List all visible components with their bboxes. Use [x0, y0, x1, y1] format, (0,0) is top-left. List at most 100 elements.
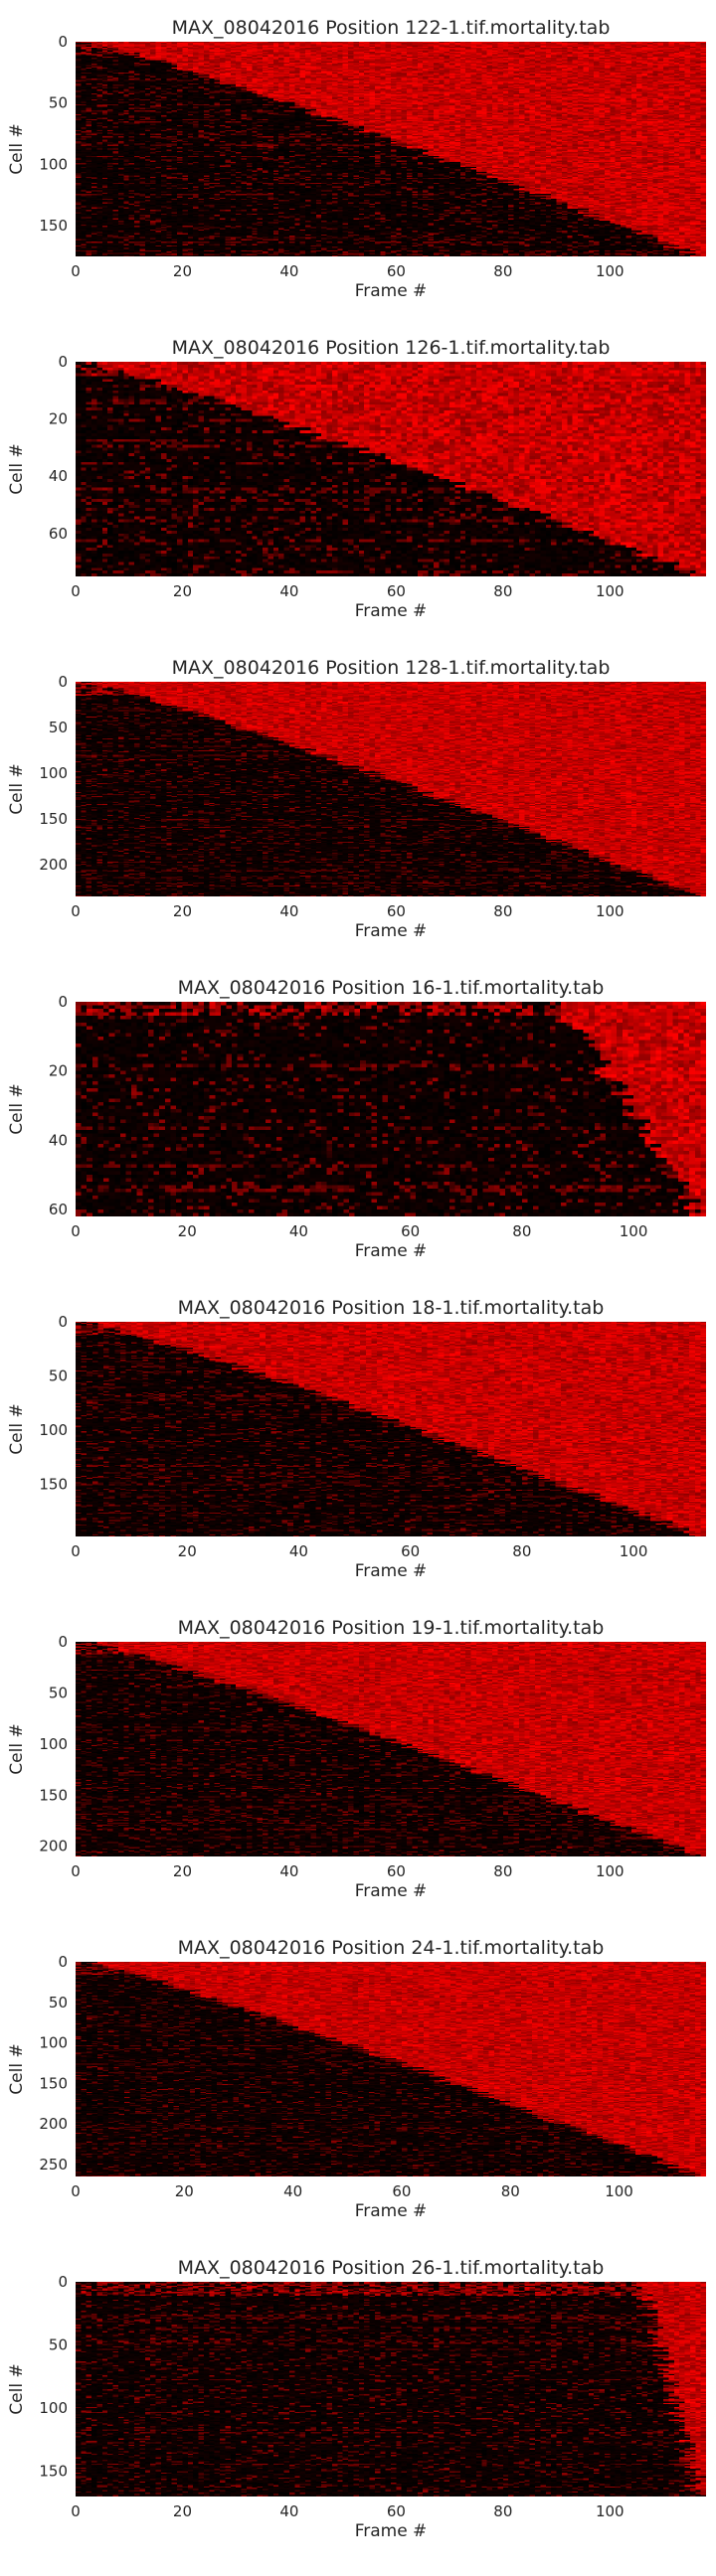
heatmap-cells — [76, 1322, 706, 1536]
y-tick-label: 50 — [49, 1368, 68, 1385]
y-tick-label: 100 — [39, 2399, 68, 2417]
x-tick-label: 20 — [173, 902, 192, 920]
x-tick-label: 0 — [71, 262, 81, 280]
heatmap-cells — [76, 42, 706, 256]
y-tick-label: 40 — [49, 467, 68, 485]
x-tick-label: 20 — [173, 1862, 192, 1880]
x-tick-label: 60 — [387, 262, 406, 280]
y-tick-label: 250 — [39, 2156, 68, 2174]
x-axis-label: Frame # — [355, 1561, 428, 1581]
chart-title: MAX_08042016 Position 24-1.tif.mortality… — [178, 1937, 605, 1959]
y-tick-label: 200 — [39, 856, 68, 874]
y-tick-label: 50 — [49, 94, 68, 112]
y-tick-label: 20 — [49, 1062, 68, 1080]
y-tick-label: 50 — [49, 1994, 68, 2012]
x-axis-label: Frame # — [355, 921, 428, 941]
y-axis-label: Cell # — [7, 443, 27, 494]
chart-title: MAX_08042016 Position 126-1.tif.mortalit… — [172, 337, 611, 359]
x-tick-label: 80 — [493, 582, 512, 600]
x-tick-label: 40 — [289, 1222, 308, 1240]
x-axis-label: Frame # — [355, 601, 428, 621]
x-tick-label: 60 — [387, 1862, 406, 1880]
x-tick-label: 100 — [596, 1862, 625, 1880]
y-tick-label: 200 — [39, 2115, 68, 2133]
x-tick-label: 80 — [493, 902, 512, 920]
y-tick-label: 150 — [39, 1476, 68, 1494]
y-tick-label: 200 — [39, 1838, 68, 1855]
y-tick-label: 0 — [58, 2273, 68, 2291]
heatmap-panel-1: MAX_08042016 Position 122-1.tif.mortalit… — [7, 17, 706, 301]
y-tick-label: 150 — [39, 1786, 68, 1804]
y-tick-label: 50 — [49, 719, 68, 736]
heatmap-cells — [76, 1642, 706, 1856]
x-tick-label: 80 — [493, 262, 512, 280]
heatmap-cells — [76, 362, 706, 576]
y-axis-label: Cell # — [7, 123, 27, 174]
y-tick-label: 0 — [58, 1313, 68, 1331]
y-tick-label: 60 — [49, 1201, 68, 1218]
x-tick-label: 100 — [596, 582, 625, 600]
y-tick-label: 60 — [49, 525, 68, 543]
x-tick-label: 20 — [173, 262, 192, 280]
x-tick-label: 80 — [512, 1222, 531, 1240]
x-tick-label: 60 — [401, 1222, 420, 1240]
x-tick-label: 40 — [279, 902, 298, 920]
x-tick-label: 0 — [71, 1222, 81, 1240]
heatmap-panel-5: MAX_08042016 Position 18-1.tif.mortality… — [7, 1297, 706, 1581]
x-tick-label: 40 — [279, 262, 298, 280]
x-tick-label: 60 — [387, 2502, 406, 2520]
y-tick-label: 100 — [39, 1421, 68, 1439]
x-tick-label: 100 — [620, 1222, 648, 1240]
x-axis-label: Frame # — [355, 2521, 428, 2541]
heatmap-cells — [76, 1962, 706, 2176]
heatmap-cells — [76, 2282, 706, 2496]
x-tick-label: 20 — [173, 582, 192, 600]
y-tick-label: 0 — [58, 1953, 68, 1971]
x-tick-label: 20 — [173, 2502, 192, 2520]
x-tick-label: 20 — [175, 2182, 194, 2200]
x-tick-label: 60 — [387, 902, 406, 920]
x-tick-label: 40 — [289, 1542, 308, 1560]
x-tick-label: 40 — [279, 1862, 298, 1880]
y-axis-label: Cell # — [7, 2043, 27, 2094]
y-tick-label: 0 — [58, 33, 68, 51]
y-tick-label: 40 — [49, 1131, 68, 1149]
y-tick-label: 150 — [39, 810, 68, 828]
y-tick-label: 50 — [49, 1684, 68, 1701]
y-tick-label: 0 — [58, 353, 68, 371]
chart-title: MAX_08042016 Position 122-1.tif.mortalit… — [172, 17, 611, 39]
y-tick-label: 0 — [58, 993, 68, 1011]
y-tick-label: 100 — [39, 2034, 68, 2052]
y-tick-label: 0 — [58, 1633, 68, 1651]
x-tick-label: 0 — [71, 1862, 81, 1880]
x-tick-label: 100 — [596, 262, 625, 280]
x-tick-label: 60 — [387, 582, 406, 600]
x-tick-label: 60 — [401, 1542, 420, 1560]
heatmap-panel-8: MAX_08042016 Position 26-1.tif.mortality… — [7, 2257, 706, 2541]
y-axis-label: Cell # — [7, 1083, 27, 1134]
y-tick-label: 150 — [39, 217, 68, 235]
x-tick-label: 100 — [596, 2502, 625, 2520]
heatmap-panel-6: MAX_08042016 Position 19-1.tif.mortality… — [7, 1617, 706, 1901]
x-tick-label: 0 — [71, 2182, 81, 2200]
x-tick-label: 40 — [279, 582, 298, 600]
chart-title: MAX_08042016 Position 16-1.tif.mortality… — [178, 977, 605, 999]
y-tick-label: 100 — [39, 155, 68, 173]
x-tick-label: 80 — [501, 2182, 520, 2200]
y-tick-label: 50 — [49, 2336, 68, 2354]
x-tick-label: 0 — [71, 902, 81, 920]
x-axis-label: Frame # — [355, 1241, 428, 1261]
y-tick-label: 20 — [49, 410, 68, 428]
y-axis-label: Cell # — [7, 763, 27, 814]
x-tick-label: 100 — [605, 2182, 633, 2200]
heatmap-panel-4: MAX_08042016 Position 16-1.tif.mortality… — [7, 977, 706, 1261]
heatmap-cells — [76, 682, 706, 896]
y-tick-label: 150 — [39, 2074, 68, 2092]
y-tick-label: 100 — [39, 764, 68, 782]
x-tick-label: 40 — [279, 2502, 298, 2520]
chart-title: MAX_08042016 Position 26-1.tif.mortality… — [178, 2257, 605, 2279]
x-tick-label: 0 — [71, 1542, 81, 1560]
y-axis-label: Cell # — [7, 1403, 27, 1454]
heatmap-cells — [76, 1002, 706, 1216]
